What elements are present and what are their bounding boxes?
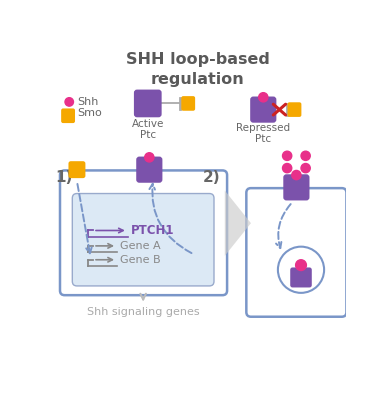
FancyBboxPatch shape xyxy=(68,161,85,178)
Circle shape xyxy=(278,247,324,293)
FancyBboxPatch shape xyxy=(60,170,227,295)
Circle shape xyxy=(301,151,310,160)
FancyBboxPatch shape xyxy=(136,156,163,183)
Text: Shh signaling genes: Shh signaling genes xyxy=(87,308,200,318)
Circle shape xyxy=(65,98,73,106)
Text: PTCH1: PTCH1 xyxy=(131,224,174,237)
FancyBboxPatch shape xyxy=(61,108,75,123)
FancyBboxPatch shape xyxy=(72,194,214,286)
Circle shape xyxy=(145,153,154,162)
Text: Shh: Shh xyxy=(77,97,98,107)
FancyBboxPatch shape xyxy=(181,96,195,111)
Text: 1): 1) xyxy=(55,170,73,185)
Circle shape xyxy=(283,164,292,173)
Text: SHH loop-based
regulation: SHH loop-based regulation xyxy=(126,52,270,87)
Circle shape xyxy=(283,151,292,160)
Text: Gene A: Gene A xyxy=(120,241,161,251)
Text: Repressed
Ptc: Repressed Ptc xyxy=(236,123,290,144)
Circle shape xyxy=(296,260,306,270)
FancyBboxPatch shape xyxy=(246,188,347,317)
FancyBboxPatch shape xyxy=(250,96,276,123)
Circle shape xyxy=(301,164,310,173)
FancyBboxPatch shape xyxy=(134,90,162,117)
Polygon shape xyxy=(225,190,251,256)
Text: Gene B: Gene B xyxy=(120,255,161,265)
FancyBboxPatch shape xyxy=(290,268,312,288)
FancyBboxPatch shape xyxy=(288,102,301,117)
Text: Active
Ptc: Active Ptc xyxy=(132,119,164,140)
Circle shape xyxy=(292,170,301,180)
Text: 2): 2) xyxy=(203,170,221,185)
Circle shape xyxy=(259,93,268,102)
FancyBboxPatch shape xyxy=(283,174,310,200)
Text: Smo: Smo xyxy=(77,108,102,118)
